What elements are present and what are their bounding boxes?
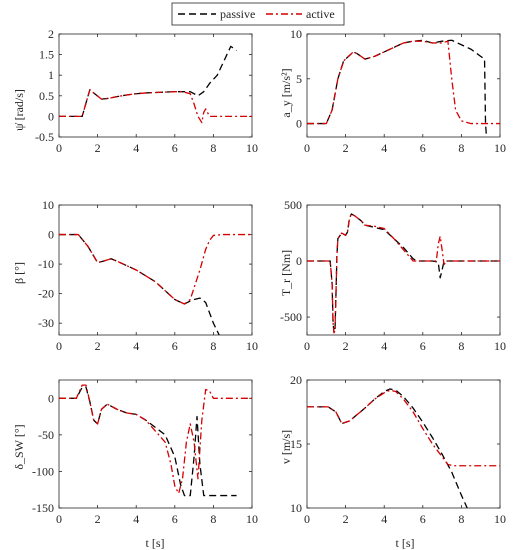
series-active-sideslip — [59, 233, 252, 305]
xtick-label-velocity-0: 0 — [304, 512, 310, 526]
ytick-label-sideslip-0: -30 — [38, 316, 54, 330]
xtick-label-rear-torque-5: 10 — [494, 339, 506, 353]
ylabel-steer-angle: δ_SW [°] — [12, 424, 26, 469]
plot-area-yaw-rate — [58, 33, 253, 138]
xlabel-steer-angle: t [s] — [146, 536, 165, 550]
xtick-label-velocity-3: 6 — [420, 512, 426, 526]
xtick-label-yaw-rate-1: 2 — [95, 141, 101, 155]
xtick-label-sideslip-1: 2 — [95, 339, 101, 353]
panel-sideslip: β [°] 0 2 4 6 8 10 -30 -20 -10 0 10 — [12, 198, 258, 353]
ytick-label-sideslip-4: 10 — [42, 198, 54, 212]
plot-area-rear-torque — [306, 204, 501, 336]
ytick-label-velocity-1: 15 — [290, 437, 302, 451]
ytick-label-steer-angle-0: -150 — [32, 501, 54, 515]
ytick-label-sideslip-3: 0 — [48, 228, 54, 242]
series-active-yaw-rate — [59, 88, 252, 124]
plot-area-velocity — [306, 379, 501, 509]
xtick-label-rear-torque-0: 0 — [304, 339, 310, 353]
xtick-label-yaw-rate-2: 4 — [133, 141, 139, 155]
xtick-label-lat-accel-0: 0 — [304, 141, 310, 155]
xtick-label-sideslip-4: 8 — [210, 339, 216, 353]
ylabel-lat-accel: a_y [m/s²] — [279, 68, 293, 117]
legend: passive active — [171, 2, 345, 26]
ytick-label-lat-accel-0: 0 — [296, 117, 302, 131]
panel-steer-angle: δ_SW [°] t [s] 0 2 4 6 8 10 -150 -100 -50 0 — [12, 379, 258, 550]
xtick-label-rear-torque-1: 2 — [343, 339, 349, 353]
ytick-label-yaw-rate-1: 0 — [48, 109, 54, 123]
xtick-label-yaw-rate-3: 6 — [172, 141, 178, 155]
ytick-label-sideslip-1: -20 — [38, 287, 54, 301]
xtick-label-rear-torque-3: 6 — [420, 339, 426, 353]
xtick-label-sideslip-2: 4 — [133, 339, 139, 353]
ytick-label-yaw-rate-5: 2 — [48, 27, 54, 41]
panel-velocity: v [m/s] t [s] 0 2 4 6 8 10 10 15 20 — [279, 373, 506, 550]
xtick-label-velocity-1: 2 — [343, 512, 349, 526]
panel-yaw-rate: ψ̇ [rad/s] 0 2 4 6 8 10-0.500.511.52 — [12, 27, 258, 155]
series-active-velocity — [307, 389, 500, 467]
plot-area-lat-accel — [306, 33, 501, 138]
xtick-label-steer-angle-0: 0 — [56, 512, 62, 526]
xtick-label-steer-angle-3: 6 — [172, 512, 178, 526]
xtick-label-lat-accel-4: 8 — [458, 141, 464, 155]
series-passive-velocity — [307, 388, 468, 508]
xtick-label-steer-angle-1: 2 — [95, 512, 101, 526]
panel-rear-torque: T_r [Nm] 0 2 4 6 8 10 -500 0 500 — [279, 198, 506, 353]
xtick-label-yaw-rate-4: 8 — [210, 141, 216, 155]
ytick-label-lat-accel-2: 10 — [290, 27, 302, 41]
series-active-steer-angle — [59, 384, 252, 495]
xtick-label-lat-accel-2: 4 — [381, 141, 387, 155]
xtick-label-yaw-rate-0: 0 — [56, 141, 62, 155]
ytick-label-sideslip-2: -10 — [38, 257, 54, 271]
ytick-label-rear-torque-1: 0 — [296, 254, 302, 268]
xtick-label-lat-accel-5: 10 — [494, 141, 506, 155]
xtick-label-yaw-rate-5: 10 — [246, 141, 258, 155]
xtick-label-lat-accel-1: 2 — [343, 141, 349, 155]
ytick-label-yaw-rate-4: 1.5 — [39, 48, 54, 62]
ylabel-rear-torque: T_r [Nm] — [279, 250, 293, 296]
xtick-label-sideslip-5: 10 — [246, 339, 258, 353]
plot-area-sideslip — [58, 204, 253, 336]
ytick-label-lat-accel-1: 5 — [296, 72, 302, 86]
xtick-label-steer-angle-4: 8 — [210, 512, 216, 526]
ytick-label-velocity-0: 10 — [290, 501, 302, 515]
legend-active-label: active — [306, 7, 335, 21]
ytick-label-yaw-rate-0: -0.5 — [35, 130, 54, 144]
series-passive-steer-angle — [59, 386, 237, 497]
ytick-label-yaw-rate-2: 0.5 — [39, 89, 54, 103]
ylabel-yaw-rate: ψ̇ [rad/s] — [12, 89, 26, 131]
xtick-label-sideslip-3: 6 — [172, 339, 178, 353]
xtick-label-sideslip-0: 0 — [56, 339, 62, 353]
xtick-label-steer-angle-5: 10 — [246, 512, 258, 526]
ylabel-velocity: v [m/s] — [279, 430, 293, 464]
legend-passive-label: passive — [220, 7, 255, 21]
xtick-label-lat-accel-3: 6 — [420, 141, 426, 155]
ytick-label-steer-angle-3: 0 — [48, 391, 54, 405]
ytick-label-yaw-rate-3: 1 — [48, 68, 54, 82]
xlabel-velocity: t [s] — [396, 536, 415, 550]
xtick-label-steer-angle-2: 4 — [133, 512, 139, 526]
xtick-label-rear-torque-2: 4 — [381, 339, 387, 353]
xtick-label-velocity-2: 4 — [381, 512, 387, 526]
xtick-label-velocity-4: 8 — [458, 512, 464, 526]
ylabel-sideslip: β [°] — [12, 262, 26, 284]
xtick-label-rear-torque-4: 8 — [458, 339, 464, 353]
series-active-lat-accel — [307, 40, 500, 125]
legend-box — [171, 2, 345, 26]
panel-lat-accel: a_y [m/s²] 0 2 4 6 8 10 0 5 10 — [279, 27, 506, 155]
ytick-label-rear-torque-0: -500 — [280, 310, 302, 324]
ytick-label-rear-torque-2: 500 — [284, 198, 302, 212]
xtick-label-velocity-5: 10 — [494, 512, 506, 526]
plot-area-steer-angle — [58, 379, 253, 509]
ytick-label-velocity-2: 20 — [290, 373, 302, 387]
ytick-label-steer-angle-1: -100 — [32, 464, 54, 478]
ytick-label-steer-angle-2: -50 — [38, 428, 54, 442]
